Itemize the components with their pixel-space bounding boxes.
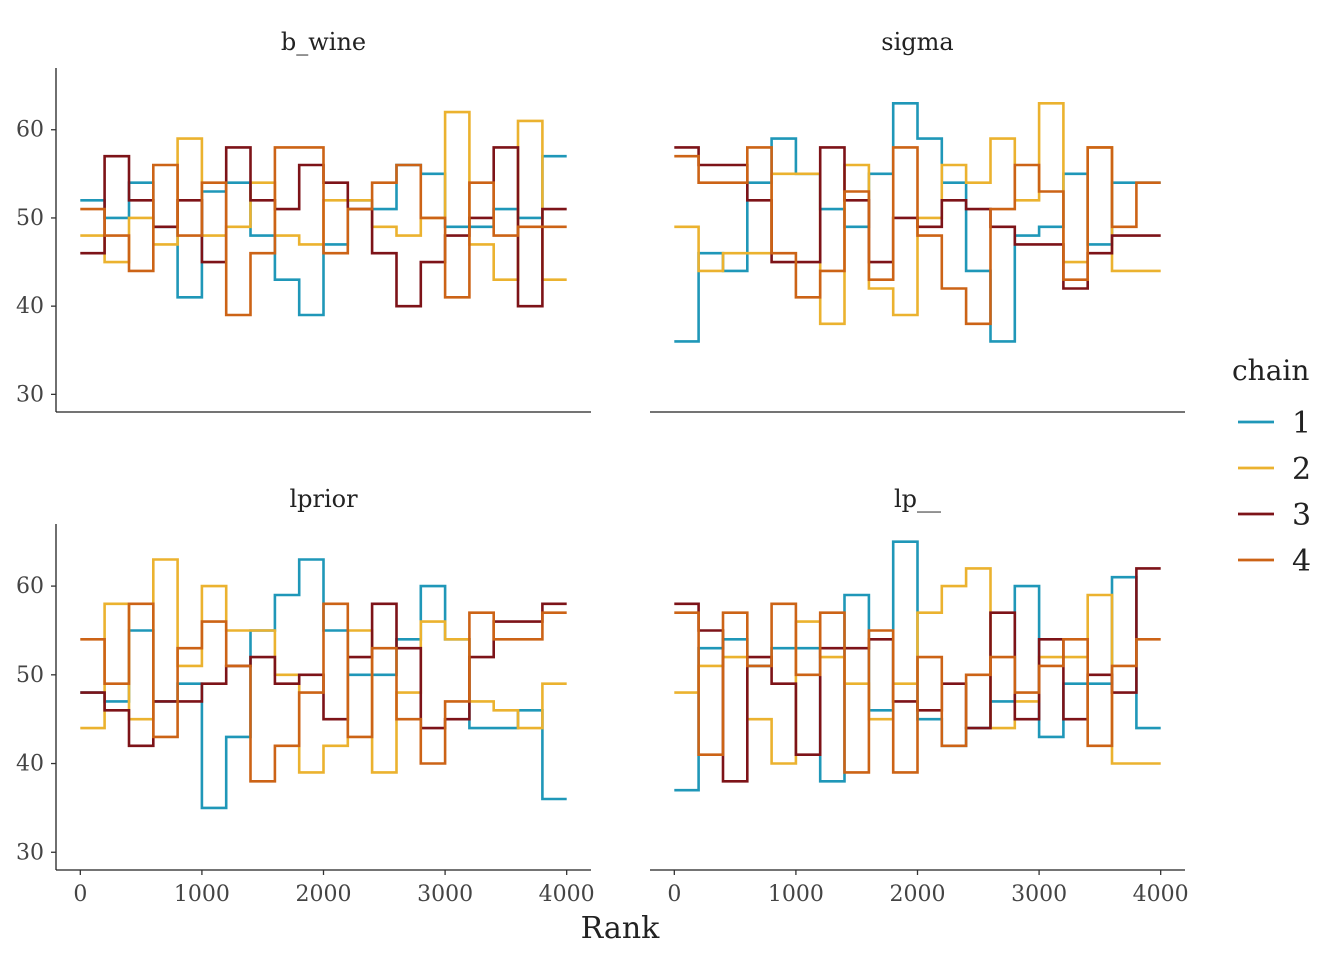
legend-item-chain-4: 4: [1238, 544, 1311, 579]
panel-b-wine: b_wine 30 40 50 60: [16, 28, 591, 413]
x-tick-label: 0: [73, 882, 87, 907]
y-tick-label: 50: [16, 663, 44, 688]
panel-title: b_wine: [281, 28, 366, 56]
panel-lp--: lp__ 0 1000 2000 3000 4000: [650, 485, 1189, 907]
legend-item-chain-1: 1: [1238, 406, 1311, 441]
series-line-chain-4: [674, 602, 1161, 774]
panel-sigma: sigma: [650, 28, 1185, 413]
x-tick-label: 4000: [1133, 882, 1189, 907]
x-tick-label: 3000: [417, 882, 473, 907]
series-line-chain-2: [80, 558, 567, 774]
y-tick-label: 30: [16, 382, 44, 407]
x-tick-label: 2000: [890, 882, 946, 907]
series-line-chain-4: [80, 602, 567, 783]
y-tick-label: 40: [16, 752, 44, 777]
series-line-chain-2: [674, 567, 1161, 765]
panel-title: lp__: [894, 485, 941, 513]
x-tick-label: 1000: [174, 882, 230, 907]
legend-label: 1: [1292, 406, 1311, 441]
panel-title: sigma: [881, 28, 953, 56]
y-tick-label: 40: [16, 294, 44, 319]
legend-items: 1 2 3 4: [1238, 406, 1311, 579]
panel-title: lprior: [289, 485, 358, 513]
y-tick-label: 30: [16, 840, 44, 865]
series-line-chain-4: [674, 146, 1161, 326]
legend: chain 1 2 3 4: [1232, 354, 1311, 579]
legend-label: 3: [1292, 498, 1311, 533]
legend-item-chain-3: 3: [1238, 498, 1311, 533]
facet-panels: b_wine 30 40 50 60 sigma lprior 30 40 50 60 0 1000 20…: [16, 28, 1189, 907]
panel-lprior: lprior 30 40 50 60 0 1000 2000 3000 4000: [16, 485, 595, 907]
series-line-chain-4: [80, 146, 567, 317]
x-tick-label: 1000: [768, 882, 824, 907]
legend-item-chain-2: 2: [1238, 452, 1311, 487]
legend-label: 4: [1292, 544, 1311, 579]
x-tick-label: 0: [667, 882, 681, 907]
legend-label: 2: [1292, 452, 1311, 487]
x-tick-label: 3000: [1011, 882, 1067, 907]
y-tick-label: 60: [16, 118, 44, 143]
x-axis-title: Rank: [581, 911, 660, 946]
y-tick-label: 60: [16, 574, 44, 599]
y-tick-label: 50: [16, 206, 44, 231]
x-tick-label: 4000: [539, 882, 595, 907]
legend-title: chain: [1232, 354, 1309, 387]
x-tick-label: 2000: [296, 882, 352, 907]
